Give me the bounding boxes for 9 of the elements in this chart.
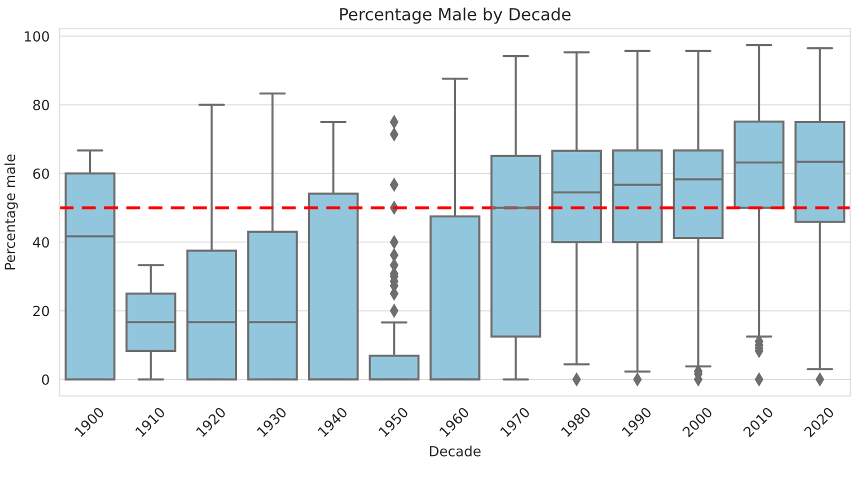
y-tick-label: 80 [33, 100, 49, 110]
y-tick-label: 0 [42, 374, 49, 385]
chart-title: Percentage Male by Decade [340, 8, 570, 24]
x-axis-title: Decade [430, 446, 481, 456]
y-axis-title: Percentage male [4, 154, 18, 270]
y-tick-label: 100 [24, 31, 49, 42]
y-tick-label: 20 [33, 306, 49, 316]
y-tick-label: 40 [32, 237, 49, 248]
y-tick-label: 60 [33, 168, 49, 179]
